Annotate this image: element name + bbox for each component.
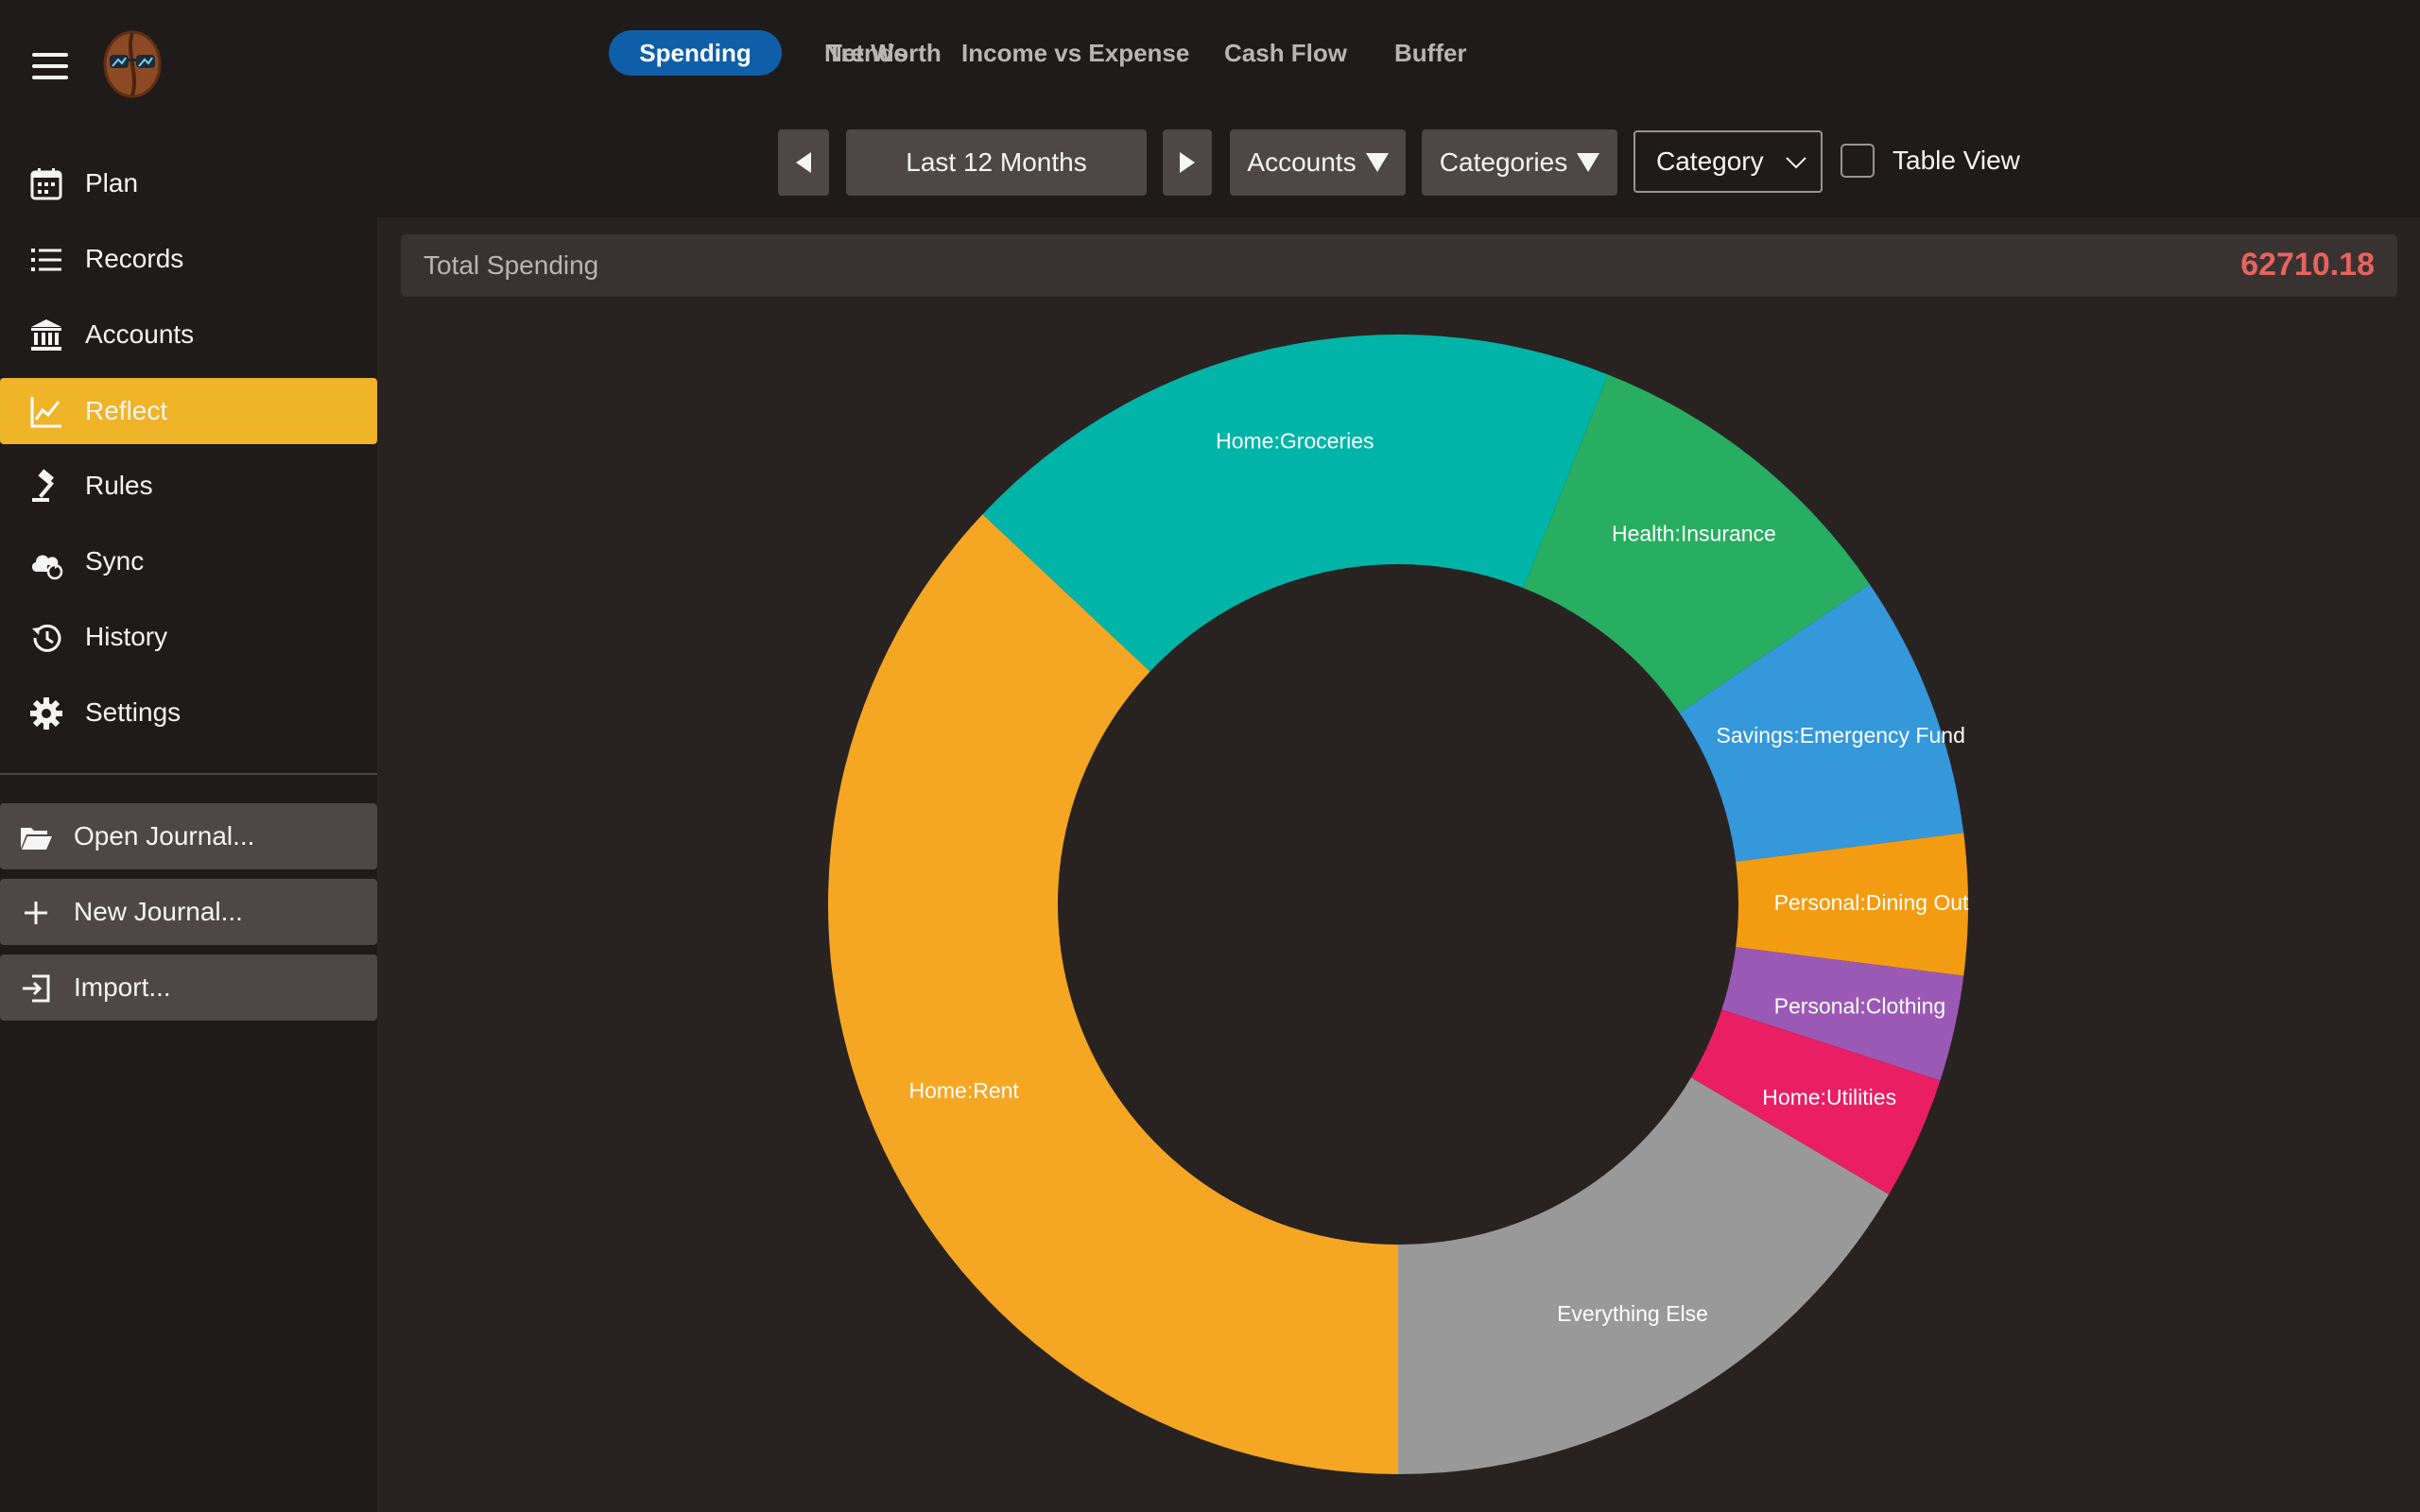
total-spending-bar: Total Spending 62710.18 xyxy=(401,234,2397,297)
spending-donut-chart: Home:Rent Home:Groceries Health:Insurance S… xyxy=(828,335,1969,1474)
slice-label-5: Personal:Clothing xyxy=(1774,993,1946,1018)
sidebar-item-label: Reflect xyxy=(85,396,168,425)
new-journal-label: New Journal... xyxy=(74,897,243,926)
sidebar-item-records[interactable]: Records xyxy=(0,226,377,292)
tab-spending[interactable]: Spending xyxy=(609,30,782,76)
sidebar-item-sync[interactable]: Sync xyxy=(0,528,377,594)
accounts-filter-button[interactable]: Accounts xyxy=(1230,129,1406,196)
pie-slice-3[interactable] xyxy=(1679,584,1964,862)
slice-label-3: Savings:Emergency Fund xyxy=(1717,723,1965,747)
import-icon xyxy=(19,971,53,1005)
sidebar-item-reflect[interactable]: Reflect xyxy=(0,378,377,444)
app-logo xyxy=(100,28,164,100)
sidebar-item-settings[interactable]: Settings xyxy=(0,679,377,746)
chart-line-icon xyxy=(28,394,64,430)
dropdown-triangle-icon xyxy=(1577,153,1600,172)
sidebar-item-label: Settings xyxy=(85,697,182,727)
sidebar-divider xyxy=(0,773,377,775)
sidebar-item-accounts[interactable]: Accounts xyxy=(0,301,377,368)
chevron-down-icon xyxy=(1786,157,1806,169)
import-label: Import... xyxy=(74,972,171,1002)
cloud-sync-icon xyxy=(28,544,64,580)
calendar-icon xyxy=(28,166,64,202)
previous-period-button[interactable] xyxy=(778,129,829,196)
tab-buffer[interactable]: Buffer xyxy=(1394,39,1467,67)
total-spending-value: 62710.18 xyxy=(2240,247,2375,283)
categories-filter-button[interactable]: Categories xyxy=(1422,129,1617,196)
plus-icon xyxy=(19,896,53,930)
table-view-checkbox[interactable] xyxy=(1841,144,1875,178)
history-icon xyxy=(28,620,64,656)
caret-right-icon xyxy=(1180,152,1195,173)
categories-filter-label: Categories xyxy=(1439,147,1568,177)
folder-open-icon xyxy=(19,820,53,854)
sidebar-item-label: History xyxy=(85,622,168,651)
sidebar-item-rules[interactable]: Rules xyxy=(0,453,377,519)
pie-slice-6[interactable] xyxy=(1690,1009,1941,1194)
import-button[interactable]: Import... xyxy=(0,954,377,1021)
sidebar: Plan Records Accounts Reflect Rules Sync xyxy=(0,0,377,1512)
sidebar-item-label: Plan xyxy=(85,168,139,198)
slice-label-6: Home:Utilities xyxy=(1762,1085,1896,1109)
table-view-label: Table View xyxy=(1893,146,2020,175)
pie-slice-7[interactable] xyxy=(1398,1077,1890,1474)
tab-income-vs-expense[interactable]: Income vs Expense xyxy=(961,39,1190,67)
slice-label-2: Health:Insurance xyxy=(1612,521,1776,545)
pie-slice-4[interactable] xyxy=(1736,833,1968,976)
tab-cash-flow[interactable]: Cash Flow xyxy=(1224,39,1348,67)
sidebar-item-label: Rules xyxy=(85,471,153,500)
dropdown-triangle-icon xyxy=(1365,153,1389,172)
slice-label-7: Everything Else xyxy=(1557,1301,1708,1326)
sidebar-item-label: Accounts xyxy=(85,319,195,349)
sidebar-item-history[interactable]: History xyxy=(0,604,377,670)
slice-label-0: Home:Rent xyxy=(909,1078,1020,1103)
slice-label-4: Personal:Dining Out xyxy=(1774,890,1969,915)
gear-icon xyxy=(28,696,64,731)
sidebar-item-plan[interactable]: Plan xyxy=(0,150,377,216)
sidebar-item-label: Records xyxy=(85,244,184,273)
bank-icon xyxy=(28,318,64,353)
group-by-select[interactable]: Category xyxy=(1634,130,1823,193)
next-period-button[interactable] xyxy=(1163,129,1212,196)
tab-net-worth[interactable]: Net Worth xyxy=(824,39,942,67)
tab-trends[interactable]: Trends xyxy=(827,39,908,67)
caret-left-icon xyxy=(796,152,811,173)
pie-slice-1[interactable] xyxy=(982,335,1608,672)
pie-slice-2[interactable] xyxy=(1523,374,1870,713)
accounts-filter-label: Accounts xyxy=(1247,147,1357,177)
slice-label-1: Home:Groceries xyxy=(1216,429,1374,454)
list-icon xyxy=(28,242,64,278)
new-journal-button[interactable]: New Journal... xyxy=(0,879,377,945)
open-journal-label: Open Journal... xyxy=(74,821,255,850)
pie-slice-5[interactable] xyxy=(1721,947,1964,1081)
period-selector[interactable]: Last 12 Months xyxy=(846,129,1147,196)
pie-slice-0[interactable] xyxy=(828,514,1398,1474)
gavel-icon xyxy=(28,469,64,505)
group-by-value: Category xyxy=(1656,146,1764,176)
total-spending-label: Total Spending xyxy=(424,250,599,280)
sidebar-item-label: Sync xyxy=(85,546,145,576)
menu-icon[interactable] xyxy=(30,53,70,81)
open-journal-button[interactable]: Open Journal... xyxy=(0,803,377,869)
